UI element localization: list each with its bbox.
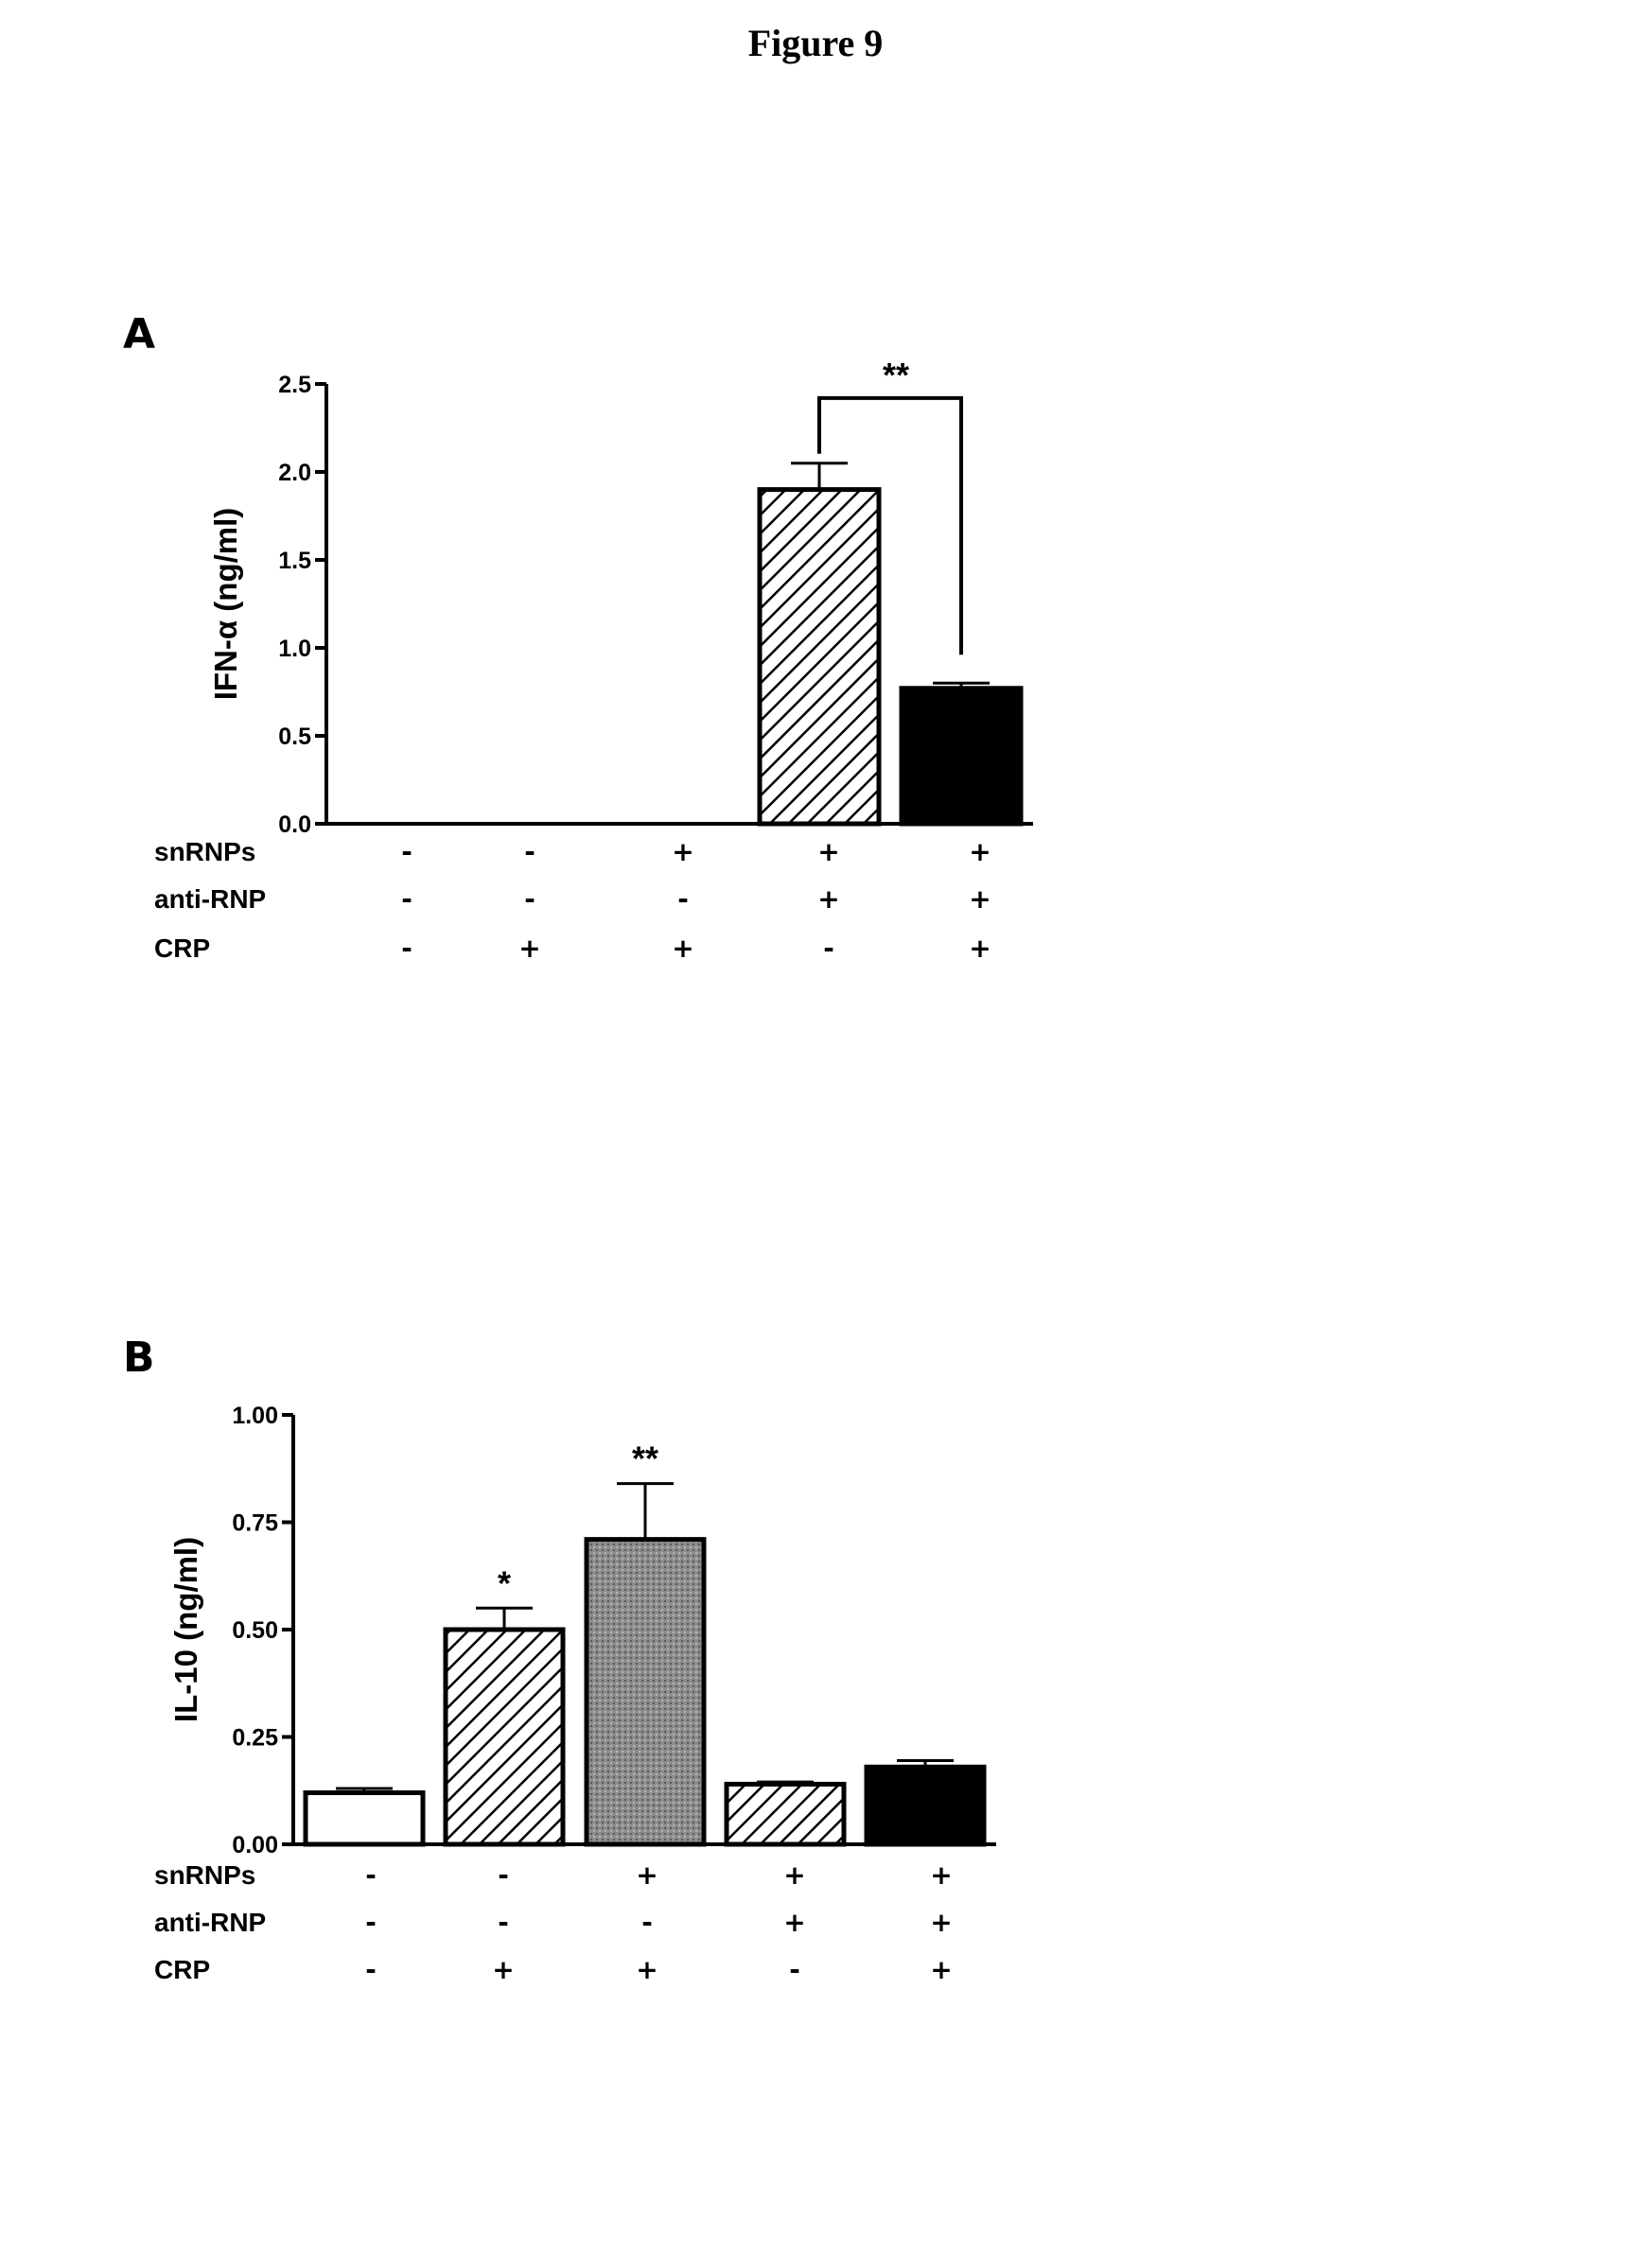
condition-label: CRP	[154, 1955, 210, 1984]
condition-label: snRNPs	[154, 1860, 255, 1890]
condition-symbol: +	[636, 1954, 658, 1985]
condition-symbol: -	[401, 933, 412, 964]
panel-label: A	[123, 310, 155, 358]
panel-label: B	[123, 1334, 155, 1382]
y-tick-label: 0.5	[278, 724, 311, 750]
condition-symbol: +	[672, 836, 693, 867]
condition-symbol: +	[492, 1954, 514, 1985]
condition-label: anti-RNP	[154, 1908, 266, 1937]
condition-symbol: -	[524, 883, 535, 915]
condition-symbol: -	[789, 1954, 800, 1985]
condition-symbol: -	[524, 836, 535, 867]
bar	[902, 689, 1021, 824]
condition-label: anti-RNP	[154, 884, 266, 914]
condition-label: CRP	[154, 933, 210, 963]
condition-symbol: +	[969, 883, 991, 915]
bar	[306, 1793, 423, 1844]
bar	[760, 490, 879, 824]
condition-symbol: -	[365, 1954, 377, 1985]
condition-symbol: +	[930, 1954, 952, 1985]
condition-symbol: -	[401, 836, 412, 867]
condition-symbol: +	[930, 1859, 952, 1891]
condition-symbol: +	[518, 933, 540, 964]
y-tick-label: 1.0	[278, 636, 311, 662]
significance-label: **	[632, 1439, 658, 1478]
condition-symbol: +	[783, 1859, 805, 1891]
condition-symbol: +	[636, 1859, 658, 1891]
condition-label: snRNPs	[154, 837, 255, 866]
bar	[727, 1784, 844, 1844]
y-tick-label: 2.5	[278, 372, 311, 398]
y-tick-label: 0.50	[232, 1617, 278, 1644]
significance-label: **	[883, 356, 909, 394]
condition-symbol: +	[672, 933, 693, 964]
y-axis-title: IL-10 (ng/ml)	[168, 1537, 203, 1722]
y-tick-label: 0.0	[278, 811, 311, 838]
panel-a: A 0.0 0.5 1.0 1.5 2.0 2.5 IFN-α (ng/ml) ** snRNPs…	[123, 310, 1033, 964]
condition-symbol: -	[365, 1907, 377, 1938]
y-tick-label: 1.00	[232, 1403, 278, 1429]
condition-symbol: -	[401, 883, 412, 915]
condition-symbol: -	[365, 1859, 377, 1891]
condition-symbol: +	[969, 933, 991, 964]
condition-symbol: -	[498, 1907, 509, 1938]
condition-symbol: -	[498, 1859, 509, 1891]
condition-symbol: -	[823, 933, 834, 964]
bar	[867, 1767, 984, 1844]
condition-symbol: +	[817, 883, 839, 915]
condition-symbol: +	[817, 836, 839, 867]
y-tick-label: 0.00	[232, 1832, 278, 1858]
y-tick-label: 0.75	[232, 1510, 278, 1537]
condition-symbol: -	[641, 1907, 653, 1938]
condition-symbol: +	[783, 1907, 805, 1938]
condition-symbol: +	[969, 836, 991, 867]
bar	[446, 1630, 563, 1844]
y-tick-label: 0.25	[232, 1725, 278, 1752]
panel-b: B0.000.250.500.751.00IL-10 (ng/ml)***snR…	[123, 1334, 996, 1985]
bar	[587, 1540, 704, 1844]
y-axis-title: IFN-α (ng/ml)	[208, 508, 243, 701]
y-tick-label: 2.0	[278, 460, 311, 486]
significance-label: *	[498, 1563, 511, 1602]
y-tick-label: 1.5	[278, 548, 311, 574]
condition-symbol: -	[677, 883, 689, 915]
condition-symbol: +	[930, 1907, 952, 1938]
